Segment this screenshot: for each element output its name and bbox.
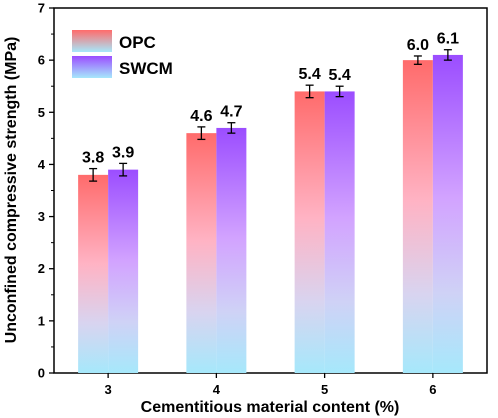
error-bar-opc-4 <box>197 126 206 141</box>
y-tick-label-5: 5 <box>38 105 45 120</box>
x-axis-title: Cementitious material content (%) <box>141 399 400 416</box>
data-label-swcm-5: 5.4 <box>329 67 351 84</box>
data-label-opc-3: 3.8 <box>82 150 104 167</box>
y-tick-label-1: 1 <box>38 313 45 328</box>
y-tick-label-6: 6 <box>38 53 45 68</box>
y-tick-label-2: 2 <box>38 261 45 276</box>
bar-swcm-6 <box>432 54 463 374</box>
error-bar-swcm-5 <box>335 85 344 98</box>
bar-swcm-5 <box>324 91 355 373</box>
legend-label-swcm: SWCM <box>119 59 173 78</box>
error-bar-opc-3 <box>89 167 98 182</box>
x-tick-label-6: 6 <box>429 382 436 397</box>
x-tick-label-3: 3 <box>105 382 112 397</box>
bar-swcm-3 <box>108 169 139 373</box>
error-bars-layer <box>89 49 452 182</box>
data-labels-layer: 3.8 3.9 4.6 4.7 5.4 5.4 6.0 6.1 <box>82 31 459 167</box>
data-label-swcm-6: 6.1 <box>437 31 459 48</box>
x-tick-label-5: 5 <box>321 382 328 397</box>
error-bar-opc-6 <box>413 55 422 65</box>
y-tick-label-3: 3 <box>38 209 45 224</box>
data-label-opc-5: 5.4 <box>299 66 321 83</box>
legend: OPC SWCM <box>72 30 173 78</box>
data-label-opc-6: 6.0 <box>407 37 429 54</box>
data-label-swcm-3: 3.9 <box>112 144 134 161</box>
bar-opc-6 <box>402 60 433 374</box>
error-bar-swcm-6 <box>443 49 452 61</box>
bar-opc-3 <box>78 174 109 373</box>
bar-swcm-4 <box>216 127 247 373</box>
bar-opc-4 <box>186 133 217 373</box>
data-label-opc-4: 4.6 <box>190 108 212 125</box>
y-axis: 0 1 2 3 4 5 6 7 <box>38 1 54 381</box>
error-bar-swcm-3 <box>119 162 128 177</box>
bar-opc-5 <box>294 91 325 373</box>
y-tick-label-0: 0 <box>38 366 45 381</box>
legend-swatch-opc <box>72 30 112 52</box>
y-axis-title: Unconfined compressive strength (MPa) <box>3 37 20 344</box>
data-label-swcm-4: 4.7 <box>220 104 242 121</box>
x-axis: 3 4 5 6 <box>105 373 436 397</box>
error-bar-swcm-4 <box>227 122 236 134</box>
legend-swatch-swcm <box>72 56 112 78</box>
error-bar-opc-5 <box>305 84 314 99</box>
x-tick-label-4: 4 <box>213 382 221 397</box>
bars-layer <box>78 54 463 374</box>
y-tick-label-4: 4 <box>38 157 46 172</box>
y-tick-label-7: 7 <box>38 1 45 16</box>
legend-label-opc: OPC <box>119 33 156 52</box>
